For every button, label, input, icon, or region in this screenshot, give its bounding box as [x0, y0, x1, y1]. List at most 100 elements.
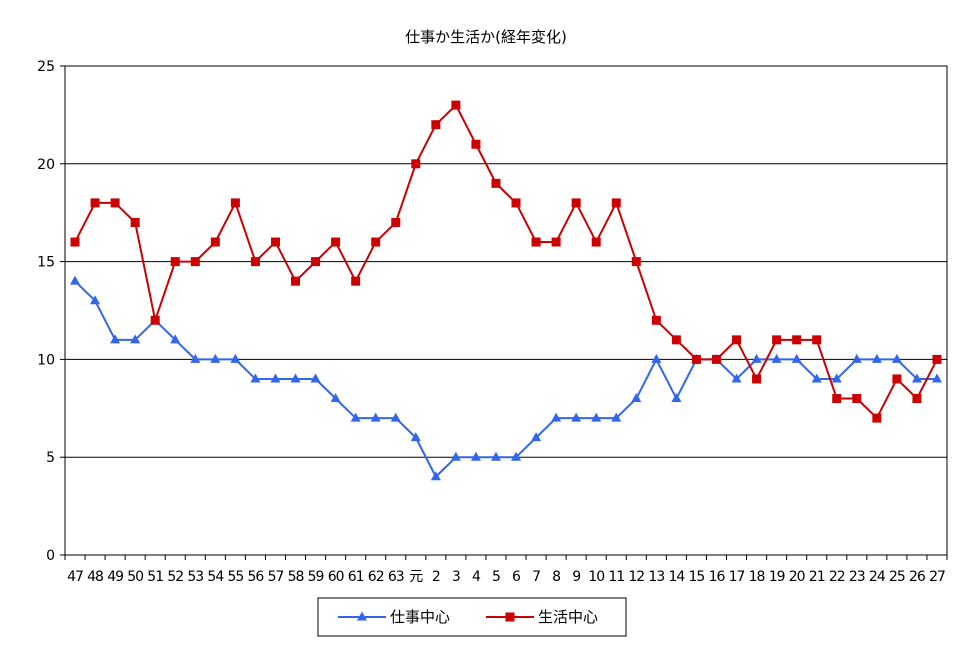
x-tick-label: 12 [628, 569, 644, 585]
data-point [351, 276, 361, 286]
data-point [411, 159, 421, 169]
data-point [130, 217, 140, 227]
data-point [611, 198, 621, 208]
data-point [230, 353, 241, 363]
data-point [531, 432, 542, 442]
data-point [270, 373, 281, 383]
x-tick-label: 48 [87, 569, 103, 585]
x-tick-label: 23 [849, 569, 865, 585]
legend-label-life: 生活中心 [538, 608, 598, 626]
y-tick-label: 10 [37, 352, 55, 368]
x-tick-label: 62 [368, 569, 384, 585]
data-point [170, 334, 181, 344]
data-point [130, 334, 141, 344]
data-point [330, 393, 341, 403]
data-point [671, 393, 682, 403]
x-tick-label: 4 [472, 569, 481, 585]
x-tick-label: 50 [127, 569, 143, 585]
x-tick-label: 9 [572, 569, 580, 585]
data-point [471, 139, 481, 149]
x-tick-label: 19 [769, 569, 785, 585]
data-point [671, 335, 681, 345]
x-tick-label: 63 [388, 569, 404, 585]
data-point [270, 237, 280, 247]
data-point [571, 412, 582, 422]
data-point [591, 412, 602, 422]
data-point [410, 432, 421, 442]
x-tick-label: 54 [207, 569, 224, 585]
series-work [70, 275, 942, 481]
data-point [591, 237, 601, 247]
x-tick-label: 5 [492, 569, 500, 585]
data-point [751, 353, 762, 363]
x-tick-label: 51 [147, 569, 163, 585]
y-tick-label: 25 [37, 59, 55, 75]
x-tick-label: 25 [889, 569, 905, 585]
x-tick-label: 52 [167, 569, 183, 585]
data-point [371, 237, 381, 247]
data-point [551, 237, 561, 247]
data-point [451, 100, 461, 110]
series-life [70, 100, 942, 423]
x-tick-label: 元 [409, 569, 423, 585]
legend-marker-life [505, 612, 515, 622]
x-tick-label: 17 [729, 569, 745, 585]
data-point [450, 451, 461, 461]
data-point [831, 373, 842, 383]
x-tick-label: 21 [809, 569, 825, 585]
data-point [832, 394, 842, 404]
x-tick-label: 58 [288, 569, 304, 585]
data-point [90, 198, 100, 208]
data-point [691, 354, 701, 364]
data-point [190, 353, 201, 363]
x-tick-label: 56 [248, 569, 265, 585]
legend-marker-work [357, 611, 367, 621]
data-point [331, 237, 341, 247]
data-point [350, 412, 361, 422]
x-tick-label: 26 [909, 569, 926, 585]
data-point [210, 237, 220, 247]
x-tick-label: 6 [512, 569, 521, 585]
data-point [370, 412, 381, 422]
data-point [771, 353, 782, 363]
data-point [470, 451, 481, 461]
data-point [431, 120, 441, 130]
data-point [651, 353, 662, 363]
data-point [70, 275, 81, 285]
x-tick-label: 57 [268, 569, 284, 585]
x-tick-label: 49 [107, 569, 123, 585]
data-point [190, 257, 200, 267]
x-tick-label: 61 [348, 569, 364, 585]
x-tick-label: 18 [749, 569, 765, 585]
y-tick-label: 0 [46, 548, 55, 564]
data-point [912, 394, 922, 404]
data-point [551, 412, 562, 422]
x-tick-label: 53 [187, 569, 203, 585]
y-tick-label: 20 [37, 157, 55, 173]
data-point [491, 178, 501, 188]
data-point [852, 394, 862, 404]
x-tick-label: 11 [608, 569, 624, 585]
data-point [651, 315, 661, 325]
data-point [531, 237, 541, 247]
data-point [70, 237, 80, 247]
data-point [871, 353, 882, 363]
data-point [310, 373, 321, 383]
data-point [931, 373, 942, 383]
data-point [892, 374, 902, 384]
data-point [752, 374, 762, 384]
data-point [250, 257, 260, 267]
x-tick-label: 3 [452, 569, 460, 585]
data-point [772, 335, 782, 345]
x-tick-label: 47 [67, 569, 83, 585]
data-point [210, 353, 221, 363]
data-point [230, 198, 240, 208]
data-point [571, 198, 581, 208]
data-point [731, 373, 742, 383]
legend-label-work: 仕事中心 [390, 608, 450, 626]
data-point [891, 353, 902, 363]
x-tick-label: 16 [709, 569, 726, 585]
series-layer [70, 100, 942, 481]
y-tick-label: 5 [46, 450, 55, 466]
